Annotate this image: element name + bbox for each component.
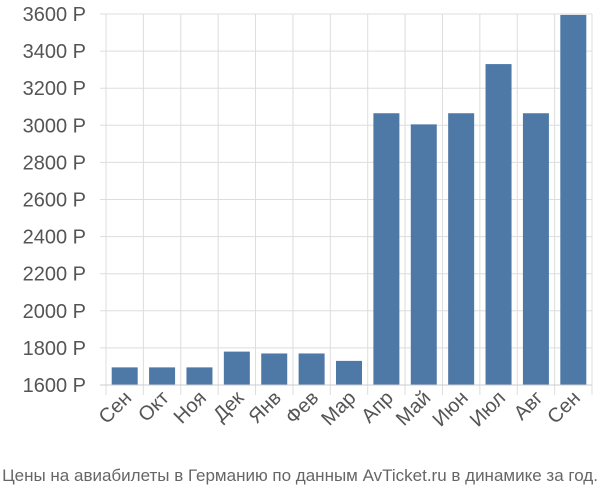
y-tick-label: 2800 Р <box>23 152 86 174</box>
x-tick-label: Окт <box>134 387 173 426</box>
x-tick-label: Май <box>392 387 435 430</box>
bar <box>522 113 549 386</box>
x-tick-label: Июл <box>466 387 510 431</box>
y-tick-label: 3200 Р <box>23 78 86 100</box>
bar <box>223 351 250 385</box>
y-tick-label: 2000 Р <box>23 301 86 323</box>
y-tick-label: 1800 Р <box>23 338 86 360</box>
x-tick-label: Июн <box>429 387 473 431</box>
y-tick-label: 1600 Р <box>23 375 86 397</box>
y-tick-label: 3600 Р <box>23 4 86 26</box>
chart-caption: Цены на авиабилеты в Германию по данным … <box>2 466 598 485</box>
bar <box>111 367 138 385</box>
bar <box>410 124 437 385</box>
x-tick-label: Ноя <box>170 387 211 428</box>
bar <box>149 367 176 385</box>
x-tick-label: Фев <box>281 387 323 429</box>
x-tick-label: Мар <box>317 387 360 430</box>
bars <box>111 14 587 386</box>
x-tick-label: Апр <box>357 387 398 428</box>
y-tick-label: 3400 Р <box>23 41 86 63</box>
y-tick-label: 2200 Р <box>23 264 86 286</box>
x-tick-label: Авг <box>510 387 548 425</box>
bar <box>298 353 325 385</box>
y-tick-label: 2400 Р <box>23 227 86 249</box>
y-tick-label: 2600 Р <box>23 190 86 212</box>
x-tick-label: Сен <box>543 387 584 428</box>
bar <box>485 64 512 386</box>
x-tick-label: Янв <box>245 387 286 428</box>
bar <box>373 113 400 386</box>
bar <box>336 360 362 385</box>
y-tick-label: 3000 Р <box>23 115 86 137</box>
bar <box>261 353 288 385</box>
bar <box>448 113 475 386</box>
bar <box>186 367 213 385</box>
x-tick-label: Сен <box>95 387 136 428</box>
x-tick-label: Дек <box>209 387 248 426</box>
grid-lines <box>100 13 593 395</box>
y-axis-ticks: 1600 Р 1800 Р 2000 Р 2200 Р 2400 Р 2600 Р 2800… <box>23 4 86 397</box>
bar <box>560 14 587 386</box>
